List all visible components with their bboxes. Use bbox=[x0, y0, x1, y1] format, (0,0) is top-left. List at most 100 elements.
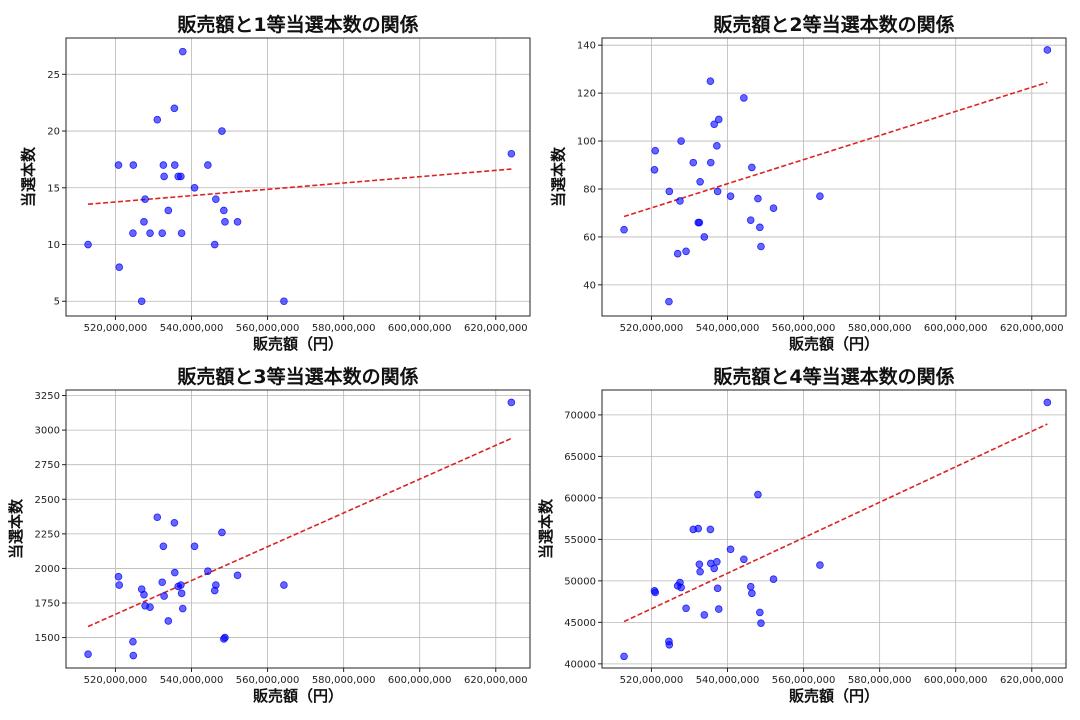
chart-2-point bbox=[689, 158, 698, 167]
chart-2-point bbox=[756, 223, 764, 232]
chart-2-ytick-label: 80 bbox=[583, 184, 596, 195]
chart-2-point bbox=[696, 177, 704, 186]
chart-4-title: 販売額と4等当選本数の関係 bbox=[713, 365, 954, 388]
chart-1-point bbox=[160, 172, 168, 181]
chart-4-ylabel: 当選本数 bbox=[537, 498, 555, 559]
chart-3-point bbox=[164, 617, 173, 625]
chart-1-point bbox=[141, 195, 149, 203]
chart-2-xtick-label: 540,000,000 bbox=[696, 323, 760, 334]
chart-1-xtick-label: 520,000,000 bbox=[84, 323, 148, 334]
chart-1-point bbox=[507, 149, 516, 158]
chart-4-point bbox=[710, 564, 718, 573]
chart-2-point bbox=[706, 77, 715, 85]
chart-1-ytick-label: 20 bbox=[47, 127, 60, 138]
chart-3-point bbox=[177, 581, 185, 589]
chart-4-ytick-label: 60000 bbox=[564, 493, 596, 504]
chart-1-xtick-label: 580,000,000 bbox=[312, 323, 376, 334]
chart-1-point bbox=[84, 240, 92, 249]
chart-4-point bbox=[713, 584, 722, 593]
chart-1-point bbox=[164, 206, 173, 215]
chart-2-point bbox=[682, 247, 690, 256]
chart-2-point bbox=[757, 242, 765, 251]
chart-1-point bbox=[212, 195, 220, 203]
chart-4-xlabel: 販売額（円） bbox=[789, 687, 879, 705]
chart-1-point bbox=[158, 229, 167, 237]
chart-3-point bbox=[280, 581, 288, 589]
chart-1-ytick-label: 25 bbox=[47, 70, 60, 81]
chart-2-trend-line bbox=[623, 81, 1048, 218]
chart-2-xlabel: 販売額（円） bbox=[789, 335, 879, 353]
chart-4-point bbox=[677, 583, 685, 592]
chart-2-point bbox=[816, 192, 824, 200]
chart-4-frame bbox=[601, 389, 1067, 669]
chart-3-point bbox=[177, 589, 186, 598]
chart-1-ytick-label: 15 bbox=[47, 183, 60, 194]
chart-3-point bbox=[140, 590, 148, 599]
chart-1-point bbox=[177, 229, 186, 237]
chart-1-trend-line bbox=[87, 168, 512, 206]
chart-4-point bbox=[754, 490, 762, 499]
chart-2-ytick-label: 60 bbox=[583, 232, 596, 243]
chart-3-xtick-label: 540,000,000 bbox=[160, 675, 224, 686]
chart-1-point bbox=[221, 218, 229, 226]
chart-1-point bbox=[140, 218, 148, 226]
chart-1-point bbox=[177, 172, 185, 181]
chart-4-point bbox=[726, 545, 735, 554]
chart-1-point bbox=[153, 115, 162, 124]
chart-1-point bbox=[114, 161, 123, 169]
chart-3-point bbox=[129, 637, 137, 646]
chart-1-title: 販売額と1等当選本数の関係 bbox=[177, 13, 418, 36]
chart-2-point bbox=[673, 249, 682, 258]
chart-4-point bbox=[746, 582, 755, 591]
chart-1-point bbox=[115, 263, 124, 272]
chart-1-point bbox=[129, 161, 138, 169]
chart-4-xtick-label: 620,000,000 bbox=[1000, 675, 1064, 686]
chart-1-point bbox=[129, 229, 137, 237]
chart-4: 520,000,000 540,000,000 560,000,000 580,000… bbox=[537, 365, 1067, 705]
chart-1-ytick-label: 10 bbox=[47, 240, 60, 251]
chart-1-xtick-label: 600,000,000 bbox=[388, 323, 452, 334]
chart-4-xtick-label: 520,000,000 bbox=[620, 675, 684, 686]
chart-1-point bbox=[137, 297, 146, 306]
chart-3-xtick-label: 580,000,000 bbox=[312, 675, 376, 686]
chart-3-point bbox=[170, 518, 179, 527]
chart-2-point bbox=[748, 163, 756, 172]
chart-4-xtick-label: 540,000,000 bbox=[696, 675, 760, 686]
chart-2-xtick-label: 600,000,000 bbox=[924, 323, 988, 334]
chart-4-ytick-label: 65000 bbox=[564, 452, 596, 463]
chart-3-ytick-label: 3000 bbox=[35, 426, 60, 437]
chart-2-ylabel: 当選本数 bbox=[549, 146, 567, 207]
chart-2-xtick-label: 520,000,000 bbox=[620, 323, 684, 334]
chart-3-point bbox=[170, 568, 179, 577]
chart-3-ytick-label: 2500 bbox=[35, 495, 60, 506]
chart-3-point bbox=[218, 528, 226, 537]
chart-2-point bbox=[677, 137, 685, 145]
chart-4-trend-line bbox=[623, 423, 1048, 623]
chart-1-ytick-label: 5 bbox=[54, 297, 60, 308]
chart-3-title: 販売額と3等当選本数の関係 bbox=[177, 365, 418, 388]
chart-4-ytick-label: 70000 bbox=[564, 410, 596, 421]
chart-4-point bbox=[700, 611, 709, 619]
chart-2-point bbox=[740, 94, 748, 102]
chart-3-point bbox=[204, 567, 212, 575]
chart-3-point bbox=[158, 578, 167, 587]
chart-3-point bbox=[159, 542, 168, 551]
chart-4-point bbox=[740, 555, 748, 564]
chart-1-point bbox=[190, 183, 199, 192]
chart-1-point bbox=[178, 47, 187, 56]
chart-1-point bbox=[170, 161, 179, 169]
chart-2-point bbox=[726, 192, 735, 200]
chart-4-point bbox=[706, 525, 715, 534]
chart-3-point bbox=[84, 650, 92, 658]
chart-1-point bbox=[159, 161, 168, 169]
chart-2-point bbox=[651, 146, 660, 155]
chart-2-xtick-label: 580,000,000 bbox=[848, 323, 912, 334]
chart-2-point bbox=[700, 233, 709, 241]
chart-4-ytick-label: 55000 bbox=[564, 535, 596, 546]
chart-1-xtick-label: 540,000,000 bbox=[160, 323, 224, 334]
chart-2-point bbox=[620, 225, 628, 234]
chart-2-point bbox=[695, 218, 704, 227]
chart-2-point bbox=[676, 197, 684, 205]
chart-2-ytick-label: 120 bbox=[577, 89, 596, 100]
